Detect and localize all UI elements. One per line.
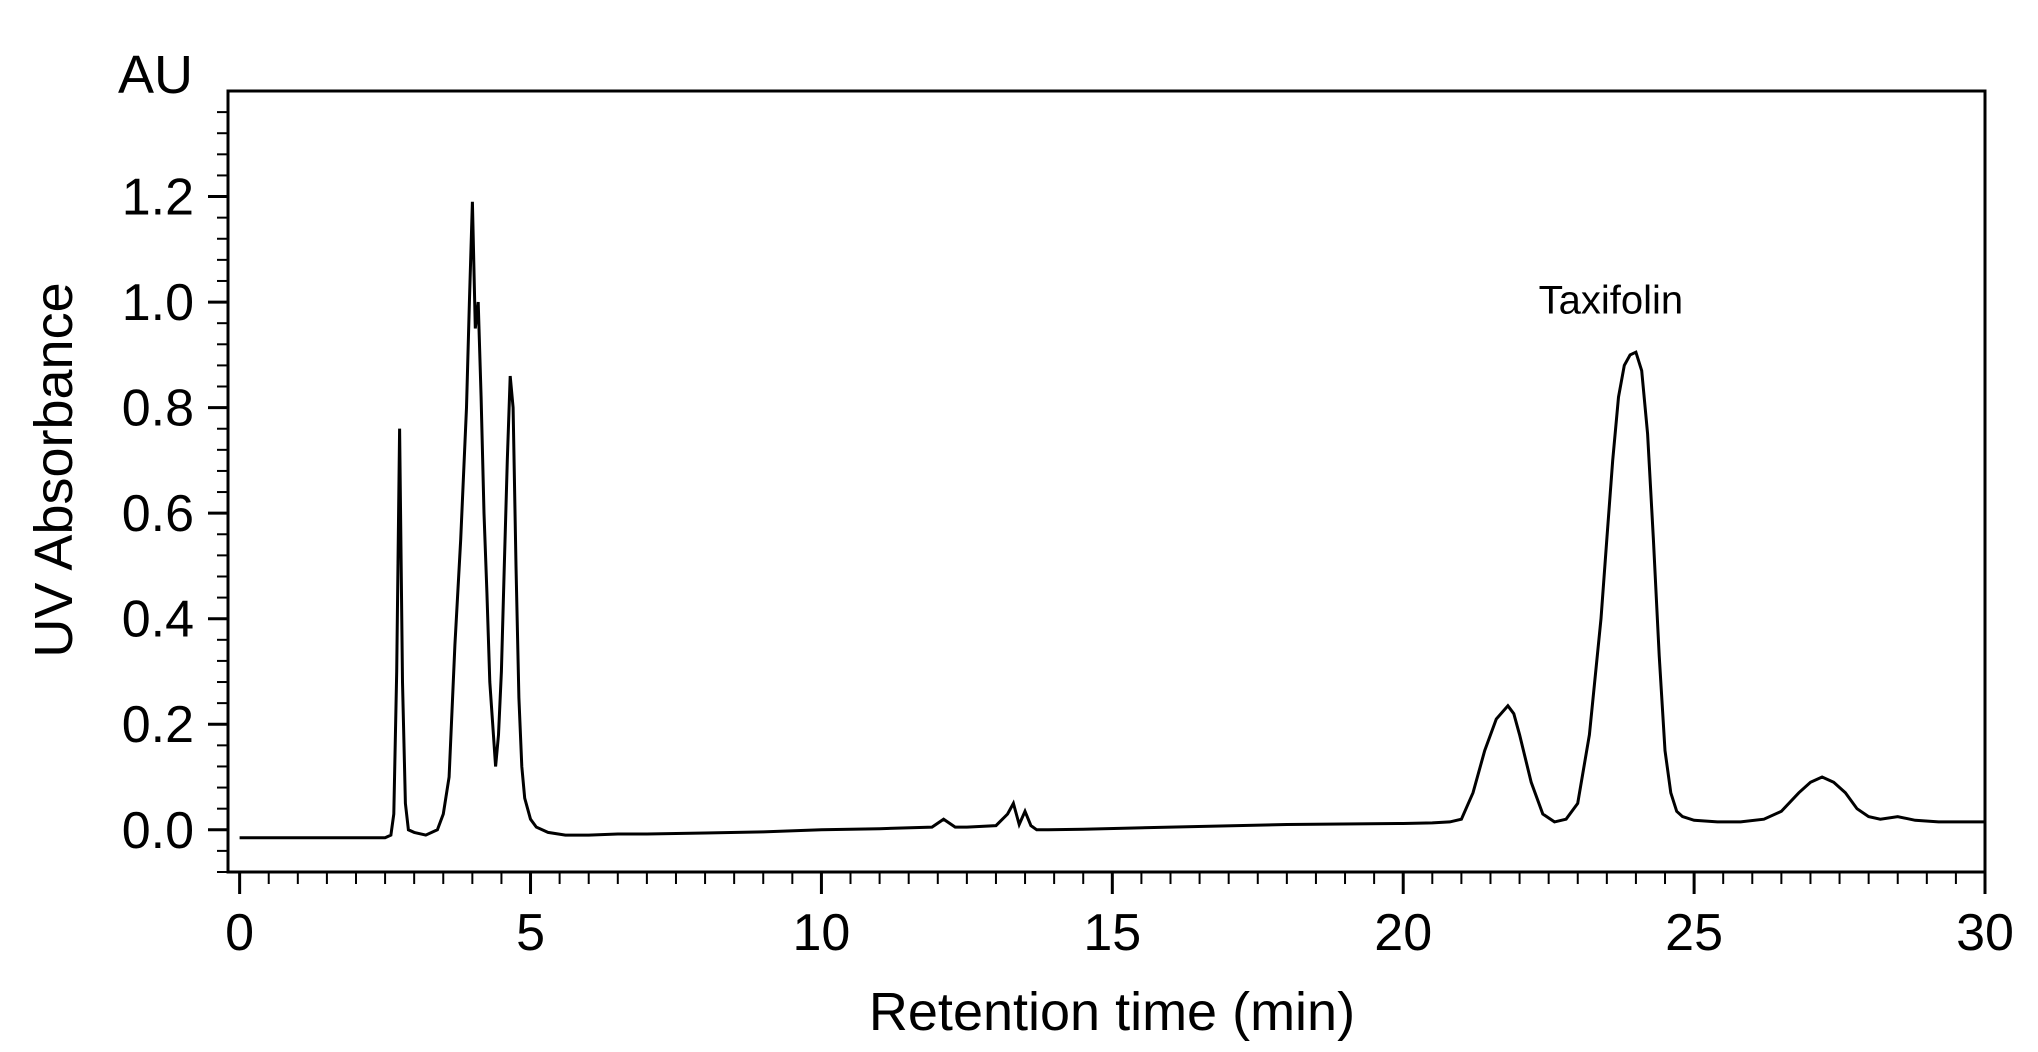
x-tick-label: 10: [793, 904, 851, 962]
y-axis-tick-labels: 0.0 0.2 0.4 0.6 0.8 1.0 1.2: [122, 169, 194, 860]
x-tick-label: 25: [1665, 904, 1723, 962]
y-tick-label: 0.0: [122, 802, 194, 860]
plot-frame: [226, 89, 1987, 874]
peak-annotation-taxifolin: Taxifolin: [1539, 279, 1684, 323]
x-tick-label: 5: [516, 904, 545, 962]
x-axis-ticks: [238, 872, 1987, 894]
y-tick-label: 0.2: [122, 696, 194, 754]
x-tick-label: 20: [1374, 904, 1432, 962]
y-tick-label: 0.4: [122, 591, 194, 649]
y-axis-unit: AU: [118, 45, 193, 105]
x-tick-label: 30: [1956, 904, 2014, 962]
y-tick-label: 0.8: [122, 380, 194, 438]
x-axis-title: Retention time (min): [869, 982, 1355, 1042]
series-line: [239, 201, 1985, 840]
x-tick-label: 0: [225, 904, 254, 962]
x-axis-tick-labels: 0 5 10 15 20 25 30: [225, 904, 2014, 962]
y-axis-ticks: [208, 111, 228, 873]
x-tick-label: 15: [1083, 904, 1141, 962]
y-axis-title: UV Absorbance: [24, 282, 84, 657]
y-tick-label: 1.2: [122, 169, 194, 227]
y-tick-label: 0.6: [122, 485, 194, 543]
y-tick-label: 1.0: [122, 274, 194, 332]
